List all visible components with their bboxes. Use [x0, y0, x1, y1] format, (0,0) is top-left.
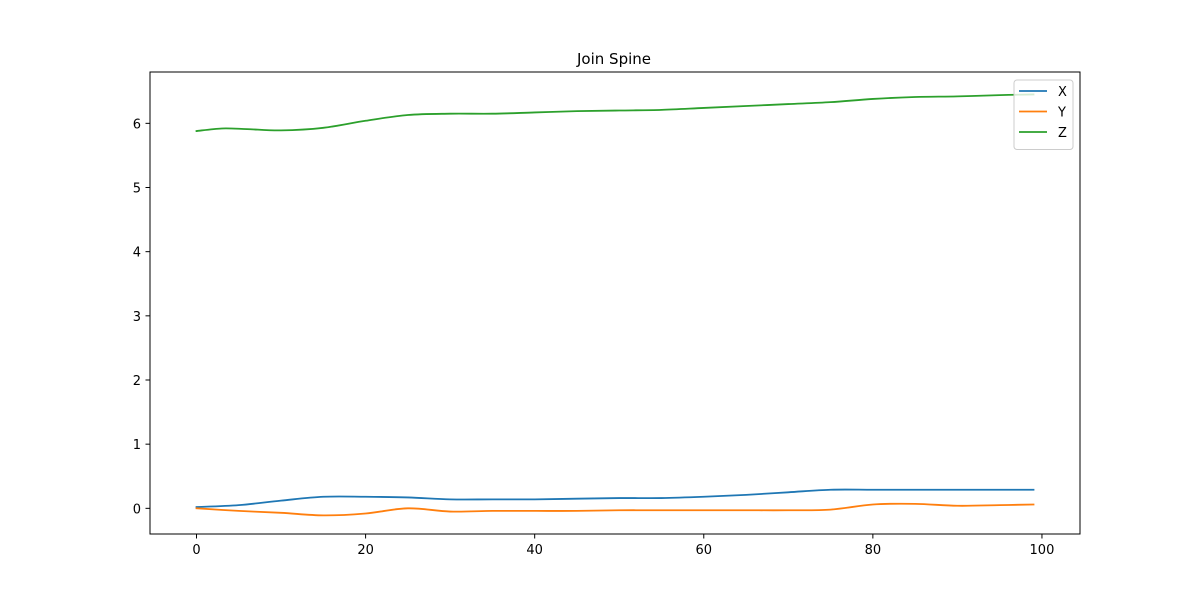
y-tick-label: 5 [133, 182, 141, 197]
legend-label-y: Y [1057, 106, 1066, 121]
y-tick-label: 2 [133, 374, 141, 389]
chart-title: Join Spine [576, 50, 651, 68]
x-tick-label: 60 [695, 543, 712, 558]
axes-frame [149, 71, 1081, 535]
x-tick-label: 40 [526, 543, 543, 558]
y-tick-label: 3 [133, 310, 141, 325]
series-line-x [195, 488, 1035, 508]
x-tick-label: 80 [865, 543, 882, 558]
plot-area [149, 71, 1081, 535]
x-axis: 0 20 40 60 80 100 [192, 534, 1054, 558]
series-line-y [195, 502, 1035, 517]
legend: XYZ [1013, 79, 1074, 150]
series-line-z [195, 93, 1035, 133]
y-tick-label: 1 [133, 438, 141, 453]
y-tick-label: 0 [133, 502, 141, 517]
y-axis: 0 1 2 3 4 5 6 [133, 117, 150, 517]
legend-label-x: X [1058, 85, 1067, 100]
y-tick-label: 4 [133, 246, 141, 261]
x-tick-label: 100 [1030, 543, 1055, 558]
legend-label-z: Z [1058, 126, 1067, 141]
x-tick-label: 0 [192, 543, 200, 558]
y-tick-label: 6 [133, 117, 141, 132]
x-tick-label: 20 [357, 543, 374, 558]
